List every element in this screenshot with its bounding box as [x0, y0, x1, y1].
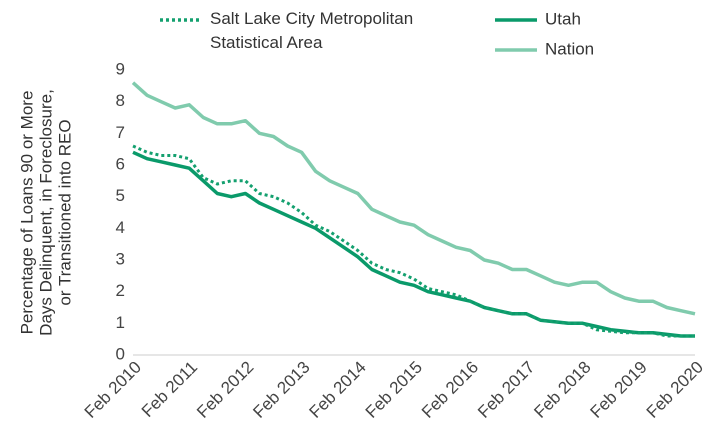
x-tick-label: Feb 2019 — [587, 358, 651, 422]
x-tick-label: Feb 2018 — [530, 358, 594, 422]
x-tick-label: Feb 2016 — [418, 358, 482, 422]
x-tick-label: Feb 2020 — [643, 358, 707, 422]
x-tick-label: Feb 2015 — [362, 358, 426, 422]
y-axis-label: Percentage of Loans 90 or More — [17, 91, 36, 335]
legend-label: Utah — [545, 9, 581, 28]
legend-label: Salt Lake City Metropolitan Statistical A… — [210, 9, 413, 52]
x-tick-label: Feb 2010 — [81, 358, 145, 422]
x-tick-label: Feb 2014 — [306, 358, 370, 422]
x-tick-label: Feb 2017 — [474, 358, 538, 422]
y-tick-label: 4 — [116, 218, 125, 237]
y-axis-label: or Transitioned into REO — [55, 119, 74, 305]
series-line — [132, 144, 695, 338]
legend-label: Nation — [545, 39, 594, 58]
y-tick-label: 8 — [116, 91, 125, 110]
y-tick-label: 7 — [116, 123, 125, 142]
y-tick-label: 2 — [116, 281, 125, 300]
x-tick-label: Feb 2013 — [249, 358, 313, 422]
y-tick-label: 9 — [116, 59, 125, 78]
x-tick-label: Feb 2011 — [138, 358, 201, 421]
y-tick-label: 5 — [116, 186, 125, 205]
x-tick-label: Feb 2012 — [193, 358, 257, 422]
y-tick-label: 1 — [116, 313, 125, 332]
series-line — [131, 81, 696, 316]
y-tick-label: 3 — [116, 249, 125, 268]
y-tick-label: 0 — [116, 344, 125, 363]
series-line — [132, 150, 695, 338]
y-tick-label: 6 — [116, 154, 125, 173]
y-axis-label: Days Delinquent, in Foreclosure, — [36, 89, 55, 336]
